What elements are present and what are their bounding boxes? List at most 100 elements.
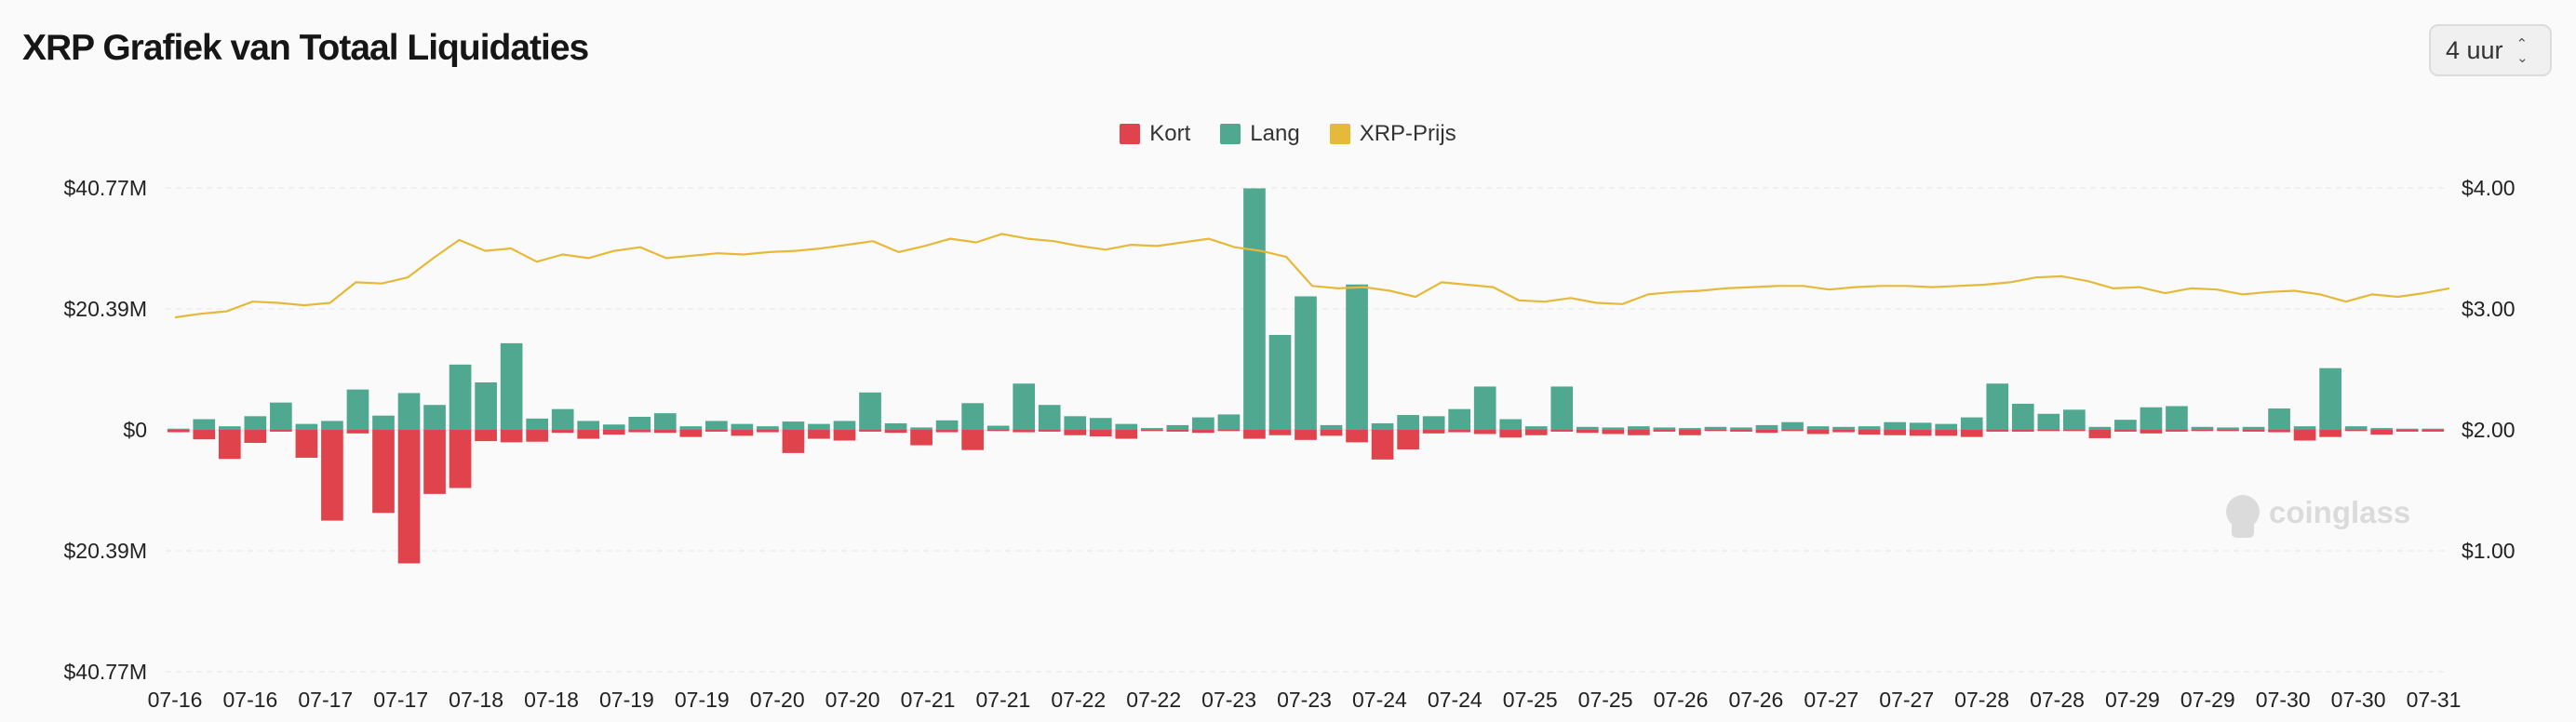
short-bar — [1115, 430, 1138, 439]
short-bar — [2242, 430, 2265, 432]
long-bar — [551, 408, 574, 430]
short-bar — [270, 430, 292, 432]
x-axis-tick-label: 07-21 — [901, 688, 956, 712]
short-bar — [679, 430, 703, 437]
long-bar — [653, 413, 677, 430]
long-bar — [1064, 416, 1087, 430]
short-bar — [935, 430, 959, 433]
short-bar — [1730, 430, 1752, 432]
short-bar — [321, 430, 343, 521]
short-bar — [193, 430, 216, 440]
short-bar — [1166, 430, 1189, 432]
short-bar — [731, 430, 754, 436]
legend-item-1[interactable]: Lang — [1220, 121, 1300, 147]
long-bar — [1986, 383, 2009, 430]
page-title: XRP Grafiek van Totaal Liquidaties — [22, 28, 589, 68]
legend-label: Kort — [1149, 121, 1191, 146]
bars — [167, 188, 2445, 564]
interval-select-value: 4 uur — [2446, 35, 2503, 64]
long-bar — [1730, 427, 1752, 430]
x-axis-tick-label: 07-16 — [148, 688, 203, 712]
chart-legend: Kort Lang XRP-Prijs — [0, 121, 2576, 147]
short-bar — [2370, 430, 2394, 435]
short-bar — [526, 430, 548, 442]
short-bar — [372, 430, 395, 514]
long-bar — [1038, 405, 1061, 430]
short-bar — [1884, 430, 1906, 435]
short-bar — [1628, 430, 1650, 435]
x-axis-tick-label: 07-25 — [1578, 688, 1633, 712]
short-bar — [1935, 430, 1958, 436]
short-bar — [1038, 430, 1061, 432]
short-bar — [1524, 430, 1548, 435]
long-bar — [2037, 413, 2060, 430]
x-axis-tick-label: 07-22 — [1126, 688, 1181, 712]
short-bar — [244, 430, 267, 444]
left-axis-tick-label: $0 — [123, 418, 147, 442]
short-bar — [2140, 430, 2163, 434]
long-bar — [1679, 428, 1701, 430]
short-bar — [2011, 430, 2034, 432]
x-axis-tick-label: 07-21 — [975, 688, 1030, 712]
long-bar — [1884, 421, 1906, 430]
long-bar — [859, 392, 881, 430]
short-bar — [628, 430, 651, 433]
right-axis-tick-label: $4.00 — [2462, 176, 2516, 200]
long-bar — [1832, 426, 1855, 430]
long-bar — [1628, 426, 1650, 430]
x-axis-tick-label: 07-19 — [675, 688, 730, 712]
legend-item-2[interactable]: XRP-Prijs — [1329, 121, 1456, 147]
long-bar — [757, 426, 779, 430]
legend-item-0[interactable]: Kort — [1120, 121, 1190, 147]
legend-label: Lang — [1250, 121, 1300, 146]
long-bar — [500, 342, 523, 430]
x-axis-tick-label: 07-18 — [524, 688, 579, 712]
short-bar — [2088, 430, 2112, 438]
chevron-up-down-icon: ⌃ ⌃ — [2516, 36, 2529, 64]
left-axis: $40.77M $20.39M $0 $20.39M $40.77M — [63, 176, 147, 684]
interval-select[interactable]: 4 uur ⌃ ⌃ — [2429, 24, 2552, 76]
short-bar — [782, 430, 805, 453]
short-bar — [808, 430, 830, 439]
short-bar — [423, 430, 446, 494]
short-bar — [1217, 430, 1241, 432]
legend-swatch — [1329, 124, 1350, 144]
x-axis-tick-label: 07-30 — [2256, 688, 2311, 712]
left-axis-tick-label: $40.77M — [63, 176, 147, 200]
short-bar — [397, 430, 421, 564]
long-bar — [1781, 421, 1804, 430]
x-axis-tick-label: 07-27 — [1879, 688, 1934, 712]
long-bar — [2319, 368, 2341, 430]
x-axis-tick-label: 07-31 — [2407, 688, 2462, 712]
long-bar — [2114, 420, 2137, 430]
legend-swatch — [1120, 124, 1141, 144]
long-bar — [1576, 426, 1599, 430]
long-bar — [705, 421, 728, 430]
short-bar — [833, 430, 856, 441]
short-bar — [1499, 430, 1523, 438]
long-bar — [1346, 284, 1368, 430]
left-axis-tick-label: $20.39M — [63, 297, 147, 321]
short-bar — [1960, 430, 1983, 437]
long-bar — [397, 393, 421, 430]
x-axis-tick-label: 07-29 — [2105, 688, 2160, 712]
short-bar — [1089, 430, 1112, 437]
long-bar — [1935, 423, 1958, 430]
short-bar — [2319, 430, 2341, 437]
short-bar — [1679, 430, 1701, 435]
left-axis-tick-label: $40.77M — [63, 660, 147, 684]
long-bar — [321, 421, 343, 430]
long-bar — [2191, 426, 2214, 430]
long-bar — [1653, 427, 1676, 430]
long-bar — [1755, 424, 1778, 430]
long-bar — [1115, 423, 1138, 430]
long-bar — [1192, 417, 1214, 430]
long-bar — [679, 426, 703, 430]
short-bar — [167, 430, 190, 433]
short-bar — [2063, 430, 2086, 432]
short-bar — [1397, 430, 1419, 450]
short-bar — [1550, 430, 1574, 432]
long-bar — [1524, 426, 1548, 430]
